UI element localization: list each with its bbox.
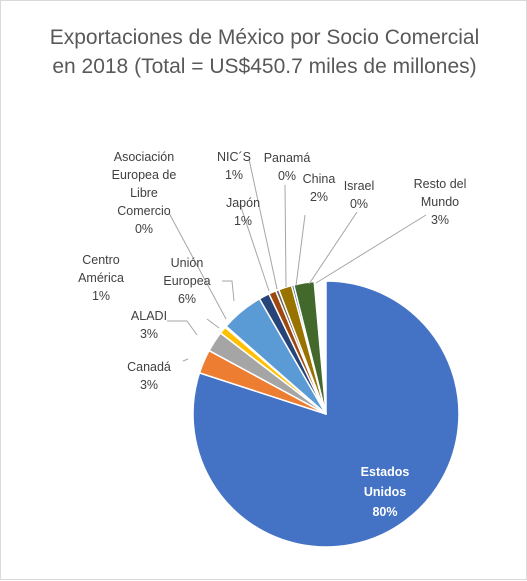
data-label-aladi: ALADI 3% — [131, 309, 167, 341]
pie-slice-resto-del-mundo — [293, 280, 327, 415]
leader-line-resto-del-mundo — [315, 214, 427, 284]
data-label-resto-del-mundo: Resto del Mundo 3% — [414, 177, 467, 227]
leader-line-centro-america — [206, 318, 220, 329]
data-label-canada: Canadá 3% — [127, 360, 171, 392]
leader-line-panama — [284, 184, 287, 288]
data-label-asociacion-europea-de-libre-comercio: Asociación Europea de Libre Comercio 0% — [112, 150, 177, 236]
data-label-china: China 2% — [303, 172, 336, 204]
data-label-estados-unidos: Estados Unidos 80% — [361, 465, 410, 519]
chart-title: Exportaciones de México por Socio Comerc… — [49, 26, 480, 78]
leader-line-china — [295, 214, 306, 287]
leader-line-canada — [182, 358, 189, 362]
leader-line-nic-s — [248, 158, 278, 290]
data-label-centro-america: Centro América 1% — [78, 253, 124, 303]
data-label-nic-s: NIC´S 1% — [217, 150, 251, 182]
data-label-union-europea: Unión Europea 6% — [163, 256, 210, 306]
leader-line-aladi — [167, 320, 198, 336]
data-label-panama: Panamá 0% — [264, 151, 311, 183]
data-label-israel: Israel 0% — [344, 179, 375, 211]
leader-line-asociacion-europea-de-libre-comercio — [168, 212, 227, 320]
data-label-japon: Japón 1% — [226, 196, 260, 228]
leader-line-israel — [308, 211, 358, 285]
leader-line-union-europea — [222, 280, 235, 302]
leader-line-japon — [239, 203, 270, 292]
